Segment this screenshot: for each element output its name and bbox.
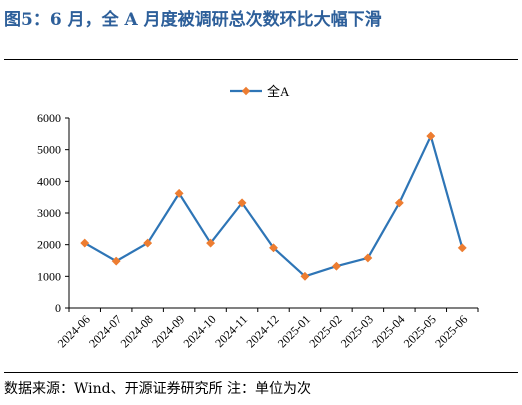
- data-point-marker: [143, 238, 153, 248]
- data-point-marker: [174, 188, 184, 198]
- series-line: [84, 134, 464, 278]
- axes: 01000200030004000500060002024-062024-072…: [37, 111, 479, 350]
- x-tick-label: 2025-04: [369, 312, 407, 350]
- figure-title: 图5：6 月，全 A 月度被调研总次数环比大幅下滑: [4, 10, 382, 30]
- x-tick-label: 2024-10: [181, 312, 219, 350]
- data-point-marker: [331, 261, 341, 271]
- data-point-marker: [394, 198, 404, 208]
- data-point-marker: [300, 271, 310, 281]
- x-tick-label: 2025-02: [306, 312, 344, 350]
- y-tick-label: 3000: [37, 206, 61, 220]
- data-point-marker: [268, 243, 279, 253]
- x-tick-label: 2025-01: [275, 312, 313, 350]
- x-tick-label: 2024-12: [243, 312, 281, 350]
- data-point-marker: [111, 256, 121, 266]
- x-tick-label: 2025-06: [432, 312, 470, 350]
- x-tick-label: 2025-05: [401, 312, 439, 350]
- bottom-rule: [4, 372, 518, 373]
- legend: 全A: [230, 84, 290, 99]
- data-point-marker: [206, 238, 216, 248]
- data-point-marker: [457, 243, 467, 253]
- y-tick-label: 5000: [37, 143, 61, 157]
- x-tick-label: 2024-06: [55, 312, 93, 350]
- y-tick-label: 6000: [37, 111, 61, 125]
- series-layer: [80, 131, 467, 281]
- top-rule: [4, 59, 518, 60]
- y-tick-label: 0: [55, 301, 61, 315]
- x-tick-label: 2024-07: [86, 312, 124, 350]
- x-tick-label: 2024-09: [149, 312, 187, 350]
- y-tick-label: 4000: [37, 174, 61, 188]
- source-note: 数据来源：Wind、开源证券研究所 注：单位为次: [4, 381, 312, 397]
- y-tick-label: 1000: [37, 269, 61, 283]
- line-chart: 01000200030004000500060002024-062024-072…: [37, 84, 479, 350]
- x-tick-label: 2025-03: [338, 312, 376, 350]
- data-point-marker: [237, 198, 247, 208]
- legend-marker-swatch: [241, 86, 251, 96]
- data-point-marker: [426, 131, 436, 141]
- y-tick-label: 2000: [37, 238, 61, 252]
- data-point-marker: [80, 238, 90, 248]
- x-tick-label: 2024-11: [212, 312, 250, 350]
- x-tick-label: 2024-08: [118, 312, 156, 350]
- data-point-marker: [363, 253, 373, 263]
- legend-label: 全A: [267, 84, 290, 99]
